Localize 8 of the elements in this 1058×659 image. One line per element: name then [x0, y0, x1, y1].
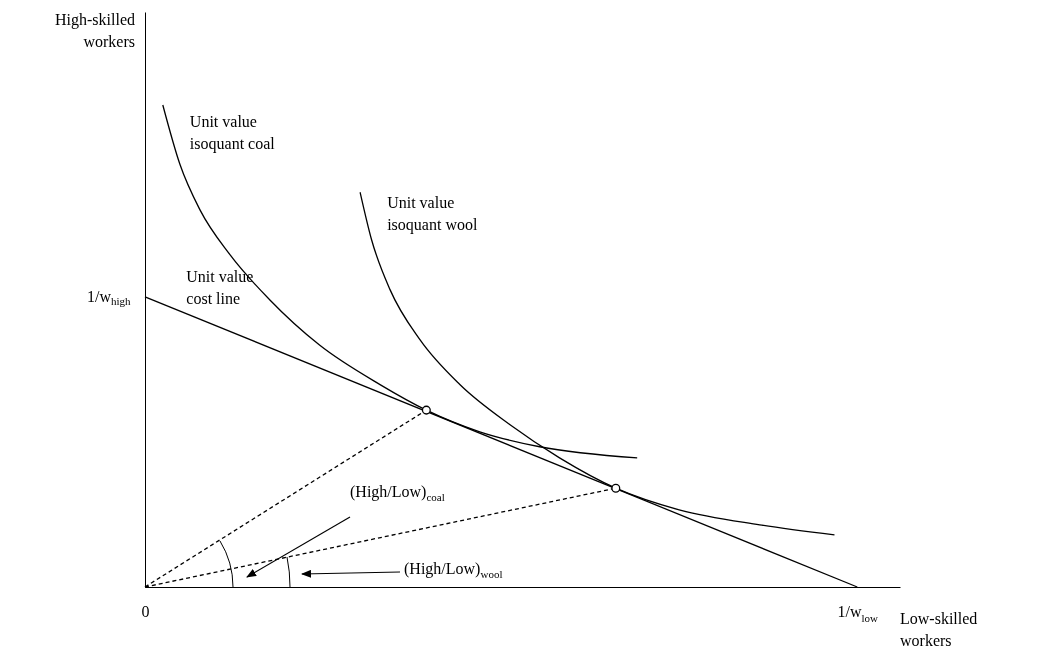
x-tick-label: 1/w$_{low}$	[837, 602, 879, 624]
x-axis-title: Low-skilled workers	[900, 610, 978, 649]
y-axis-title: High-skilled workers	[55, 11, 135, 50]
annotation: (High/Low)$_{coal}$	[350, 483, 445, 504]
series-label: Unit value isoquant wool	[387, 194, 478, 235]
annotation: (High/Low)$_{wool}$	[404, 560, 503, 581]
x-tick-label: 0	[141, 602, 150, 620]
series-label: Unit value isoquant coal	[189, 112, 276, 153]
